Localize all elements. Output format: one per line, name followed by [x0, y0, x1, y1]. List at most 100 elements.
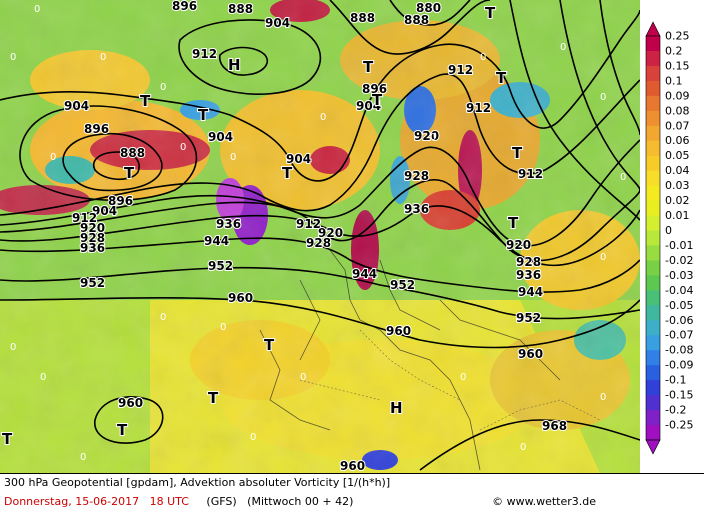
zero-label: 0	[250, 432, 256, 443]
coastlines	[259, 249, 561, 471]
zero-labels: 0 0 0 0 0 0 0 0 0 0 0 0 0 0 0 0 0 0 0 0 …	[10, 4, 626, 463]
legend-tick-label: 0.08	[665, 104, 690, 117]
contour-label: 880	[416, 1, 441, 15]
legend-swatch	[646, 245, 660, 261]
legend-swatch	[646, 260, 660, 276]
legend-tick-label: 0.05	[665, 149, 690, 162]
contour-label: 928	[404, 169, 429, 183]
legend-swatch	[646, 365, 660, 381]
contour-label: 888	[404, 13, 429, 27]
legend-swatch	[646, 320, 660, 336]
legend-arrow-top	[645, 21, 661, 37]
legend-swatch	[646, 125, 660, 142]
legend-swatch	[646, 305, 660, 321]
legend-tick-label: -0.09	[665, 359, 693, 372]
low-pressure-label: T	[124, 164, 135, 182]
model-run: (Mittwoch 00 + 42)	[247, 495, 354, 508]
low-pressure-label: T	[496, 69, 507, 87]
legend-swatch	[646, 185, 660, 202]
valid-time-line: Donnerstag, 15-06-2017 18 UTC (GFS) (Mit…	[4, 495, 353, 508]
contour-label: 912	[296, 217, 321, 231]
legend-swatch	[646, 65, 660, 82]
low-pressure-label: T	[363, 58, 374, 76]
low-pressure-label: T	[208, 389, 219, 407]
contour-label: 912	[448, 63, 473, 77]
legend-swatch	[646, 410, 660, 426]
legend-tick-label: 0.06	[665, 134, 690, 147]
contour-label: 896	[108, 194, 133, 208]
legend-tick-label: -0.05	[665, 299, 693, 312]
contour-label: 896	[172, 0, 197, 13]
contour-label: 888	[350, 11, 375, 25]
legend-tick-label: 0	[665, 224, 672, 237]
contour-label: 920	[318, 226, 343, 240]
zero-label: 0	[220, 322, 226, 333]
contour-label: 912	[192, 47, 217, 61]
low-pressure-label: T	[198, 106, 209, 124]
legend-swatch	[646, 290, 660, 306]
contour-label: 936	[80, 241, 105, 255]
zero-label: 0	[300, 372, 306, 383]
contour-label: 952	[390, 278, 415, 292]
low-pressure-label: T	[485, 4, 496, 22]
legend-tick-label: 0.25	[665, 29, 690, 42]
zero-label: 0	[10, 342, 16, 353]
legend-arrow-bottom	[645, 439, 661, 455]
contour-label: 904	[92, 204, 117, 218]
zero-label: 0	[50, 152, 56, 163]
contour-label: 944	[204, 234, 229, 248]
contour-label: 904	[286, 152, 311, 166]
valid-time: 18 UTC	[149, 495, 189, 508]
legend-tick-label: 0.01	[665, 209, 690, 222]
contour-label: 968	[542, 419, 567, 433]
contour-label: 936	[516, 268, 541, 282]
high-pressure-label: H	[228, 56, 241, 74]
zero-label: 0	[80, 452, 86, 463]
low-pressure-label: T	[117, 421, 128, 439]
zero-label: 0	[230, 152, 236, 163]
legend-swatch	[646, 350, 660, 366]
model-name: (GFS)	[206, 495, 237, 508]
legend-swatch	[646, 36, 660, 52]
contour-label: 952	[516, 311, 541, 325]
zero-label: 0	[480, 52, 486, 63]
legend-swatch	[646, 140, 660, 157]
legend-tick-label: 0.03	[665, 179, 690, 192]
caption-footer: 300 hPa Geopotential [gpdam], Advektion …	[0, 473, 704, 513]
contour-label: 904	[64, 99, 89, 113]
zero-label: 0	[600, 92, 606, 103]
legend-tick-label: 0.2	[665, 44, 683, 57]
contour-label: 904	[356, 99, 381, 113]
legend-tick-label: -0.06	[665, 314, 693, 327]
product-description: 300 hPa Geopotential [gpdam], Advektion …	[4, 476, 391, 489]
zero-label: 0	[620, 172, 626, 183]
legend-tick-label: -0.03	[665, 269, 693, 282]
zero-label: 0	[560, 42, 566, 53]
legend-tick-label: -0.25	[665, 419, 693, 432]
low-pressure-label: T	[372, 91, 383, 109]
contour-label: 944	[518, 285, 543, 299]
legend-tick-label: 0.07	[665, 119, 690, 132]
zero-label: 0	[40, 372, 46, 383]
legend-swatch	[646, 275, 660, 291]
zero-label: 0	[160, 82, 166, 93]
contour-labels: 896 888 904 912 888 888 880 912 896 904 …	[63, 0, 568, 473]
contour-label: 896	[84, 122, 109, 136]
low-pressure-label: T	[512, 144, 523, 162]
legend-swatch	[646, 425, 660, 441]
valid-date: Donnerstag, 15-06-2017	[4, 495, 140, 508]
low-pressure-label: T	[2, 430, 13, 448]
legend-swatch	[646, 335, 660, 351]
legend-tick-label: -0.08	[665, 344, 693, 357]
low-pressure-label: T	[508, 214, 519, 232]
contour-label: 920	[506, 238, 531, 252]
contour-label: 920	[414, 129, 439, 143]
contour-label: 888	[228, 2, 253, 16]
zero-label: 0	[600, 392, 606, 403]
legend-swatch	[646, 215, 660, 232]
low-pressure-label: T	[282, 164, 293, 182]
legend-tick-label: -0.2	[665, 404, 686, 417]
low-pressure-label: T	[140, 92, 151, 110]
zero-label: 0	[320, 112, 326, 123]
contour-label: 928	[80, 231, 105, 245]
